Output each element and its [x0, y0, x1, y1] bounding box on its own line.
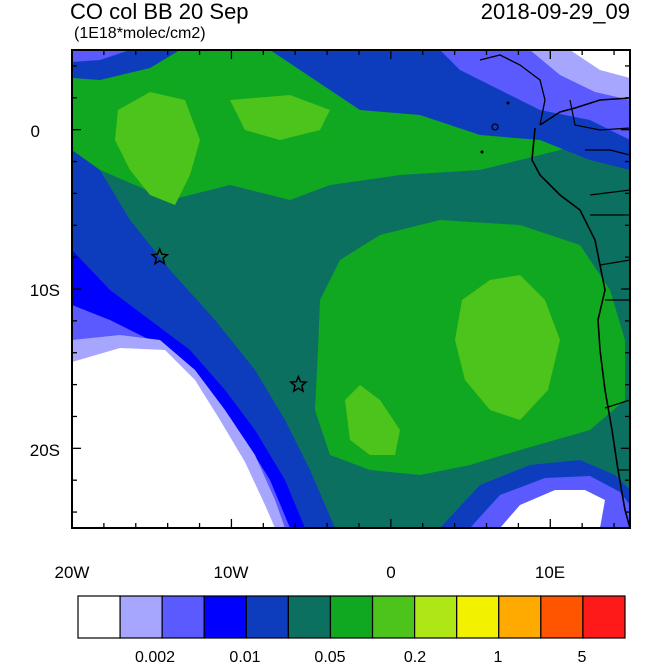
colorbar-labels: 0.002 0.01 0.05 0.2 1 5 [135, 649, 587, 666]
colorbar-swatch [371, 595, 416, 639]
colorbar-label: 0.002 [135, 649, 175, 666]
colorbar-label: 0.2 [404, 649, 426, 666]
co-field [72, 50, 630, 528]
colorbar-swatch [203, 595, 247, 639]
units-label: (1E18*molec/cm2) [74, 25, 206, 42]
star-marker-central [288, 374, 308, 393]
colorbar-swatch [540, 595, 584, 639]
colorbar-swatch [329, 595, 374, 639]
colorbar-label: 0.01 [229, 649, 260, 666]
colorbar-label: 0.05 [314, 649, 345, 666]
y-tick-label-20s: 20S [30, 441, 60, 460]
colorbar-swatch [161, 595, 205, 639]
colorbar-swatch [456, 595, 500, 639]
colorbar [77, 595, 626, 639]
y-tick-label-10s: 10S [30, 281, 60, 300]
x-tick-label-10w: 10W [214, 563, 249, 582]
markers-layer [150, 247, 308, 393]
axis-ticks [71, 50, 630, 528]
colorbar-swatch [498, 595, 542, 639]
colorbar-label: 1 [494, 649, 503, 666]
colorbar-swatch [245, 595, 289, 639]
colorbar-swatch [77, 595, 121, 639]
timestamp-label: 2018-09-29_09 [480, 0, 630, 24]
colorbar-swatch [119, 595, 163, 639]
x-tick-label-20w: 20W [55, 563, 90, 582]
colorbar-swatch [287, 595, 332, 639]
x-tick-label-10e: 10E [535, 563, 565, 582]
map-title: CO col BB 20 Sep [70, 0, 249, 24]
x-tick-label-0: 0 [386, 563, 395, 582]
colorbar-label: 5 [578, 649, 587, 666]
y-tick-label-0: 0 [31, 122, 40, 141]
colorbar-swatch [414, 595, 458, 639]
star-marker-west [150, 247, 170, 266]
colorbar-swatch [582, 595, 626, 639]
